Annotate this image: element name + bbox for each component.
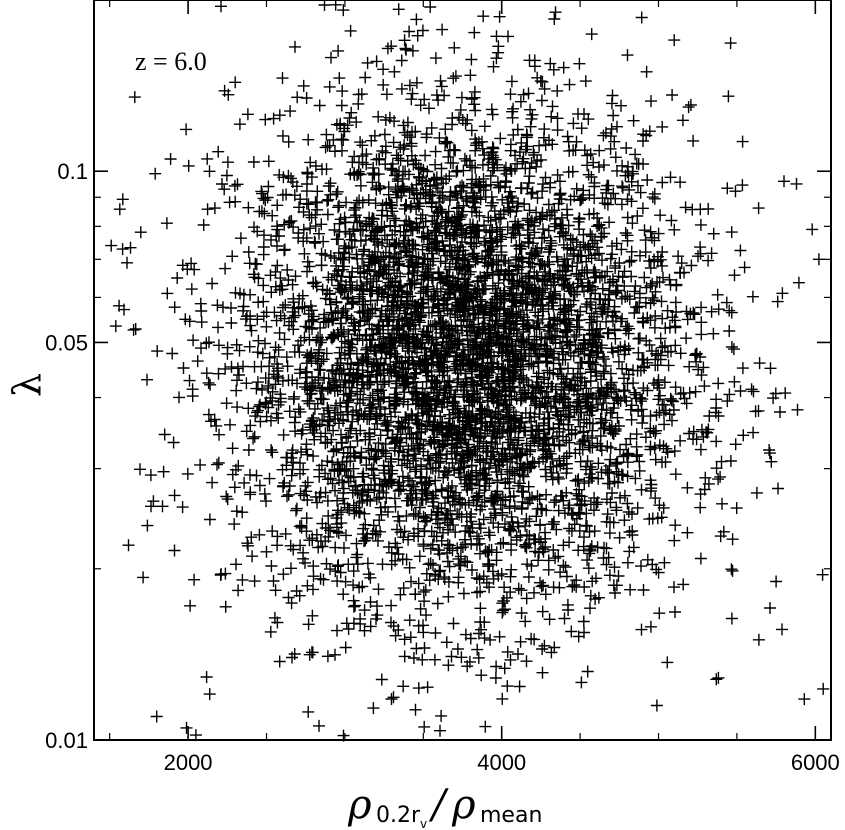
plot-frame — [93, 0, 832, 741]
x-tick-label: 2000 — [164, 750, 213, 775]
x-axis-label-sub-sub: v — [420, 817, 427, 830]
y-ticks: 0.01 0.05 0.1 — [45, 0, 831, 753]
data-points — [105, 0, 830, 742]
x-axis-label-rho: ρ — [347, 782, 372, 828]
redshift-annotation: z = 6.0 — [135, 47, 207, 76]
x-axis-label-sub-num: 0.2r — [376, 803, 421, 828]
x-axis-label-rho-mean: ρ — [451, 782, 476, 828]
y-tick-label: 0.1 — [57, 159, 88, 184]
x-ticks: 2000 4000 6000 — [109, 0, 840, 775]
x-axis-label: ρ 0.2r v / ρ mean — [347, 782, 542, 830]
y-tick-label: 0.05 — [45, 330, 88, 355]
y-axis-label: λ — [5, 373, 49, 397]
y-tick-label: 0.01 — [45, 728, 88, 753]
x-tick-label: 4000 — [477, 750, 526, 775]
scatter-point-markers — [105, 0, 830, 742]
x-axis-label-slash: / — [428, 782, 449, 828]
x-axis-label-sub-den: mean — [480, 803, 542, 828]
x-tick-label: 6000 — [791, 750, 840, 775]
